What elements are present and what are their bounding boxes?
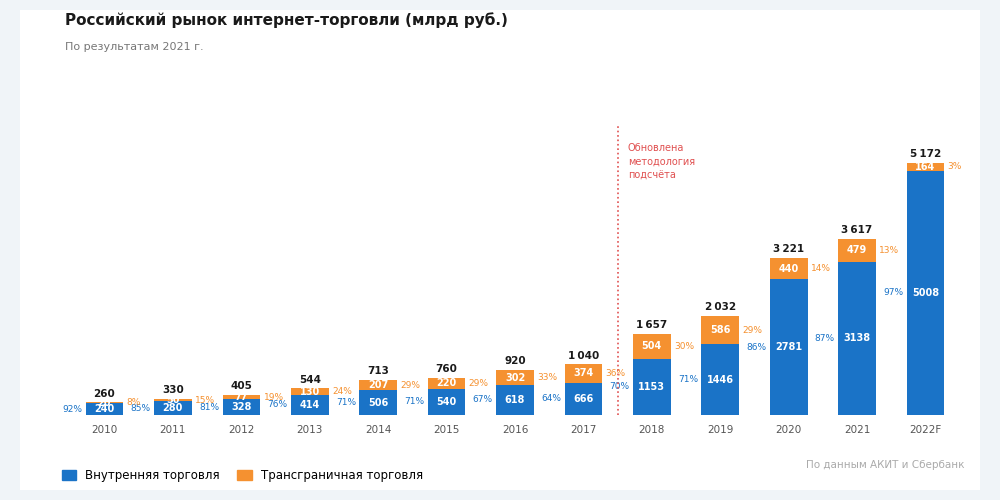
- Text: 2 032: 2 032: [705, 302, 736, 312]
- Text: 586: 586: [710, 325, 730, 335]
- Bar: [222, 396, 260, 399]
- Text: 19%: 19%: [264, 392, 284, 402]
- Text: 405: 405: [230, 382, 252, 392]
- Text: 87%: 87%: [815, 334, 835, 343]
- Text: 330: 330: [162, 385, 184, 395]
- Text: 374: 374: [573, 368, 594, 378]
- Bar: [359, 380, 397, 390]
- Text: 713: 713: [367, 366, 389, 376]
- Text: 71%: 71%: [404, 398, 424, 406]
- Text: 71%: 71%: [336, 398, 356, 407]
- Text: 33%: 33%: [537, 373, 557, 382]
- Text: 20: 20: [98, 398, 111, 408]
- Bar: [154, 399, 192, 402]
- Bar: [154, 402, 192, 415]
- Text: 36%: 36%: [606, 369, 626, 378]
- Text: 618: 618: [505, 395, 525, 405]
- Bar: [222, 399, 260, 415]
- Text: Российский рынок интернет-торговли (млрд руб.): Российский рынок интернет-торговли (млрд…: [65, 12, 508, 28]
- Text: 13%: 13%: [879, 246, 899, 255]
- Bar: [359, 390, 397, 415]
- Text: 97%: 97%: [883, 288, 903, 298]
- Text: 67%: 67%: [473, 396, 493, 404]
- Bar: [838, 238, 876, 262]
- Text: 440: 440: [779, 264, 799, 274]
- Text: 81%: 81%: [199, 402, 219, 411]
- Text: 1446: 1446: [707, 374, 734, 384]
- Text: 130: 130: [300, 386, 320, 396]
- Bar: [633, 359, 671, 415]
- Bar: [907, 171, 944, 415]
- Text: 29%: 29%: [743, 326, 763, 334]
- Text: 15%: 15%: [195, 396, 215, 404]
- Text: 506: 506: [368, 398, 388, 407]
- Text: 328: 328: [231, 402, 252, 412]
- Text: 2781: 2781: [775, 342, 802, 352]
- Text: 760: 760: [436, 364, 458, 374]
- Text: 5008: 5008: [912, 288, 939, 298]
- Text: 260: 260: [94, 388, 115, 398]
- Bar: [496, 385, 534, 415]
- Text: 240: 240: [94, 404, 115, 414]
- Text: 85%: 85%: [131, 404, 151, 412]
- Bar: [86, 404, 123, 415]
- Text: 70%: 70%: [609, 382, 630, 392]
- Text: 1153: 1153: [638, 382, 665, 392]
- Text: 1 657: 1 657: [636, 320, 667, 330]
- Text: 414: 414: [300, 400, 320, 410]
- Bar: [291, 388, 329, 395]
- Text: 3138: 3138: [844, 334, 871, 344]
- Bar: [565, 364, 602, 382]
- Text: 14%: 14%: [811, 264, 831, 273]
- Bar: [770, 280, 808, 415]
- Text: 540: 540: [436, 397, 457, 407]
- Text: 71%: 71%: [678, 375, 698, 384]
- Text: 86%: 86%: [746, 342, 766, 351]
- Bar: [428, 378, 465, 388]
- Text: 24%: 24%: [332, 387, 352, 396]
- Text: 3 221: 3 221: [773, 244, 804, 254]
- Text: 76%: 76%: [267, 400, 288, 409]
- Text: 29%: 29%: [400, 381, 420, 390]
- Text: 3 617: 3 617: [841, 225, 873, 235]
- Bar: [907, 163, 944, 171]
- Bar: [701, 344, 739, 415]
- Text: 280: 280: [163, 403, 183, 413]
- Bar: [565, 382, 602, 415]
- Text: 220: 220: [436, 378, 457, 388]
- Text: 92%: 92%: [62, 404, 82, 413]
- Text: 544: 544: [299, 374, 321, 384]
- Text: 920: 920: [504, 356, 526, 366]
- Text: 3%: 3%: [948, 162, 962, 172]
- Text: 164: 164: [915, 162, 936, 172]
- Text: 479: 479: [847, 246, 867, 256]
- Text: 30%: 30%: [674, 342, 694, 351]
- Bar: [428, 388, 465, 415]
- Bar: [291, 395, 329, 415]
- Text: 64%: 64%: [541, 394, 561, 404]
- Text: 302: 302: [505, 372, 525, 382]
- Text: 8%: 8%: [127, 398, 141, 407]
- Text: Обновлена
методология
подсчёта: Обновлена методология подсчёта: [628, 142, 695, 180]
- Bar: [633, 334, 671, 359]
- Text: По данным АКИТ и Сбербанк: По данным АКИТ и Сбербанк: [806, 460, 965, 470]
- Bar: [838, 262, 876, 415]
- Bar: [86, 402, 123, 404]
- Text: 1 040: 1 040: [568, 350, 599, 360]
- Bar: [496, 370, 534, 385]
- Text: 5 172: 5 172: [910, 149, 941, 159]
- Text: 29%: 29%: [469, 379, 489, 388]
- Bar: [770, 258, 808, 280]
- Legend: Внутренняя торговля, Трансграничная торговля: Внутренняя торговля, Трансграничная торг…: [57, 464, 428, 487]
- Text: 77: 77: [235, 392, 248, 402]
- Text: 207: 207: [368, 380, 388, 390]
- Text: 504: 504: [642, 342, 662, 351]
- Text: По результатам 2021 г.: По результатам 2021 г.: [65, 42, 204, 52]
- Bar: [701, 316, 739, 344]
- Text: 50: 50: [166, 395, 180, 405]
- Text: 666: 666: [573, 394, 594, 404]
